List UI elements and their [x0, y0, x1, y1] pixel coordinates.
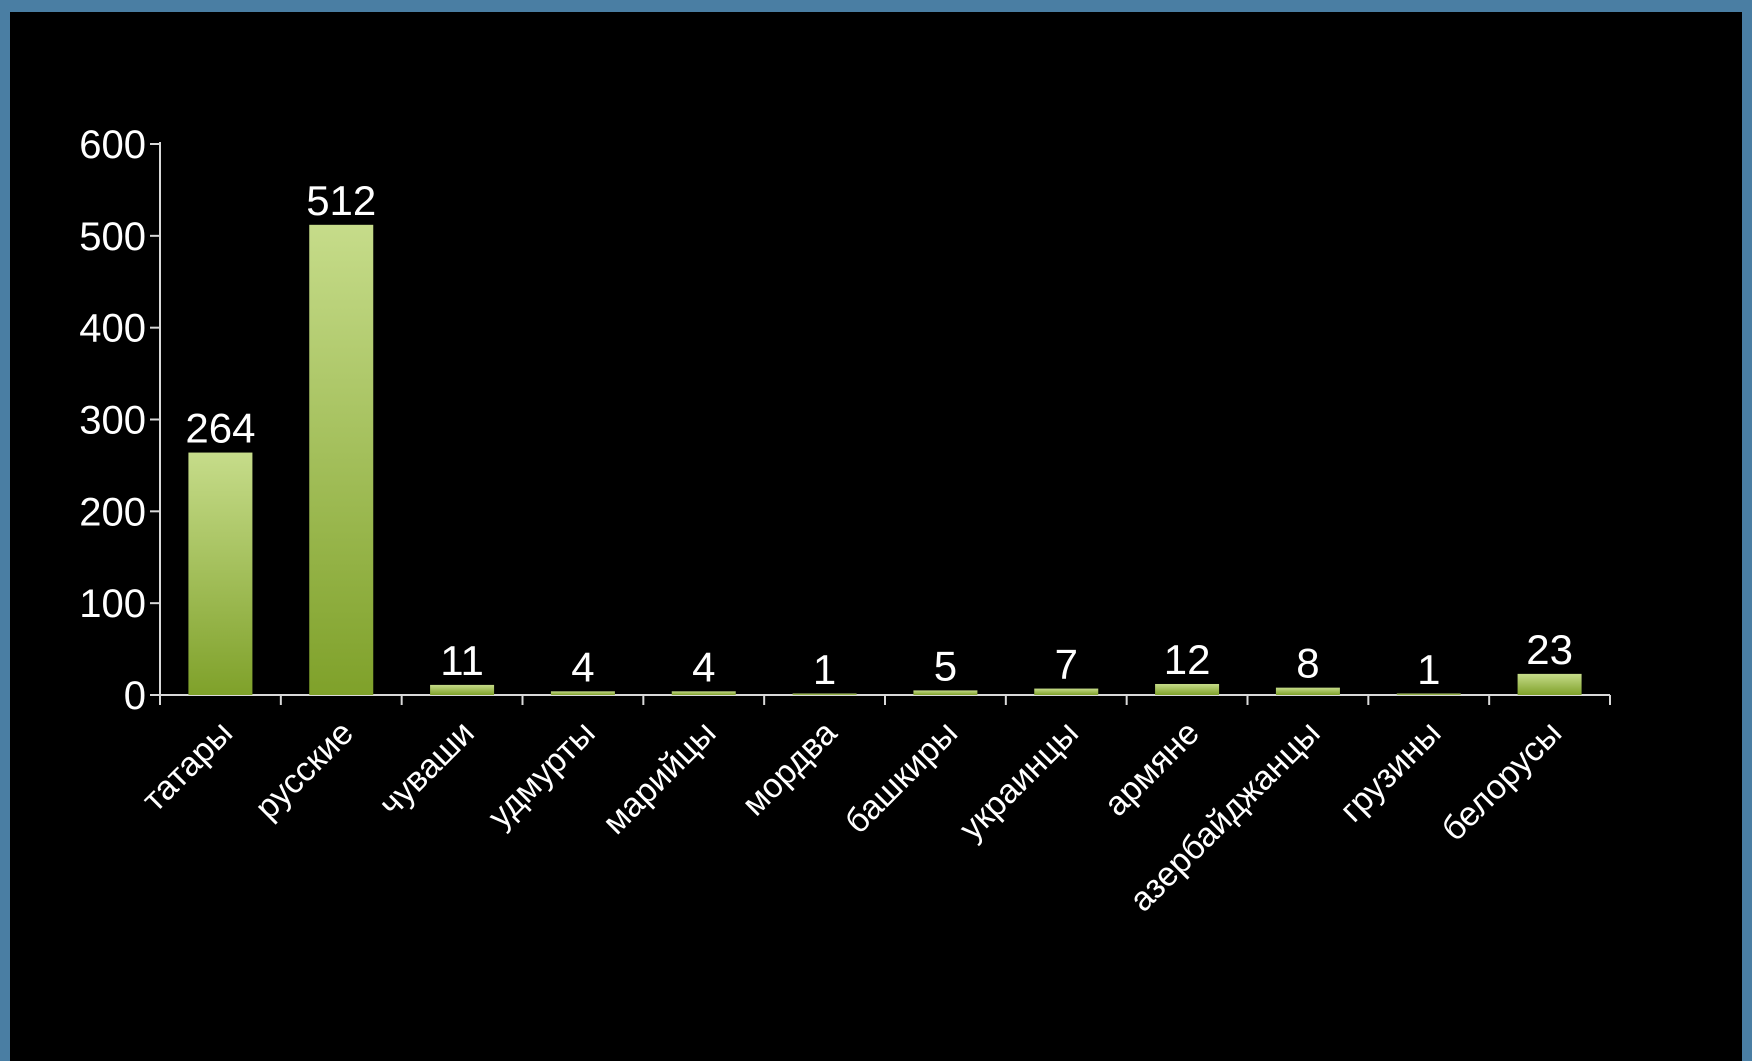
chart-frame: 0 100 200 300 400 500 600 264 татары 512 русские 1…: [10, 12, 1742, 1061]
bar: [1275, 687, 1340, 695]
y-tick-label: 0: [124, 674, 146, 718]
bar: [671, 691, 736, 695]
y-tick-label: 600: [79, 123, 146, 167]
category-label: белорусы: [1434, 714, 1569, 849]
category-label: марийцы: [595, 714, 723, 842]
bar: [1155, 683, 1220, 695]
data-label: 7: [1055, 641, 1078, 688]
data-label: 5: [934, 642, 957, 689]
data-label: 4: [692, 643, 715, 690]
category-label: чуваши: [372, 714, 482, 824]
data-label: 264: [185, 405, 255, 452]
data-label: 12: [1164, 636, 1211, 683]
y-tick-label: 200: [79, 490, 146, 534]
category-label: татары: [135, 714, 240, 819]
data-label: 1: [813, 646, 836, 693]
bar: [309, 224, 374, 695]
y-tick-label: 500: [79, 215, 146, 259]
category-label: грузины: [1333, 714, 1449, 830]
category-label: удмурты: [481, 714, 603, 836]
bar: [188, 452, 253, 695]
bar: [1034, 688, 1099, 695]
bar: [913, 690, 978, 695]
bar: [550, 691, 615, 695]
category-label: украинцы: [952, 714, 1086, 848]
bar: [430, 684, 495, 695]
data-label: 1: [1417, 646, 1440, 693]
bar: [1517, 673, 1582, 695]
category-label: армяне: [1097, 714, 1207, 824]
y-tick-label: 100: [79, 582, 146, 626]
y-tick-label: 400: [79, 307, 146, 351]
bar: [1396, 693, 1461, 695]
data-label: 8: [1296, 640, 1319, 687]
y-tick-label: 300: [79, 399, 146, 443]
category-label: башкиры: [838, 714, 965, 841]
category-label: русские: [248, 714, 361, 827]
bar: [792, 693, 857, 695]
data-label: 23: [1526, 626, 1573, 673]
data-label: 4: [571, 643, 594, 690]
data-label: 11: [440, 637, 484, 684]
category-label: мордва: [735, 714, 845, 824]
data-label: 512: [306, 177, 376, 224]
